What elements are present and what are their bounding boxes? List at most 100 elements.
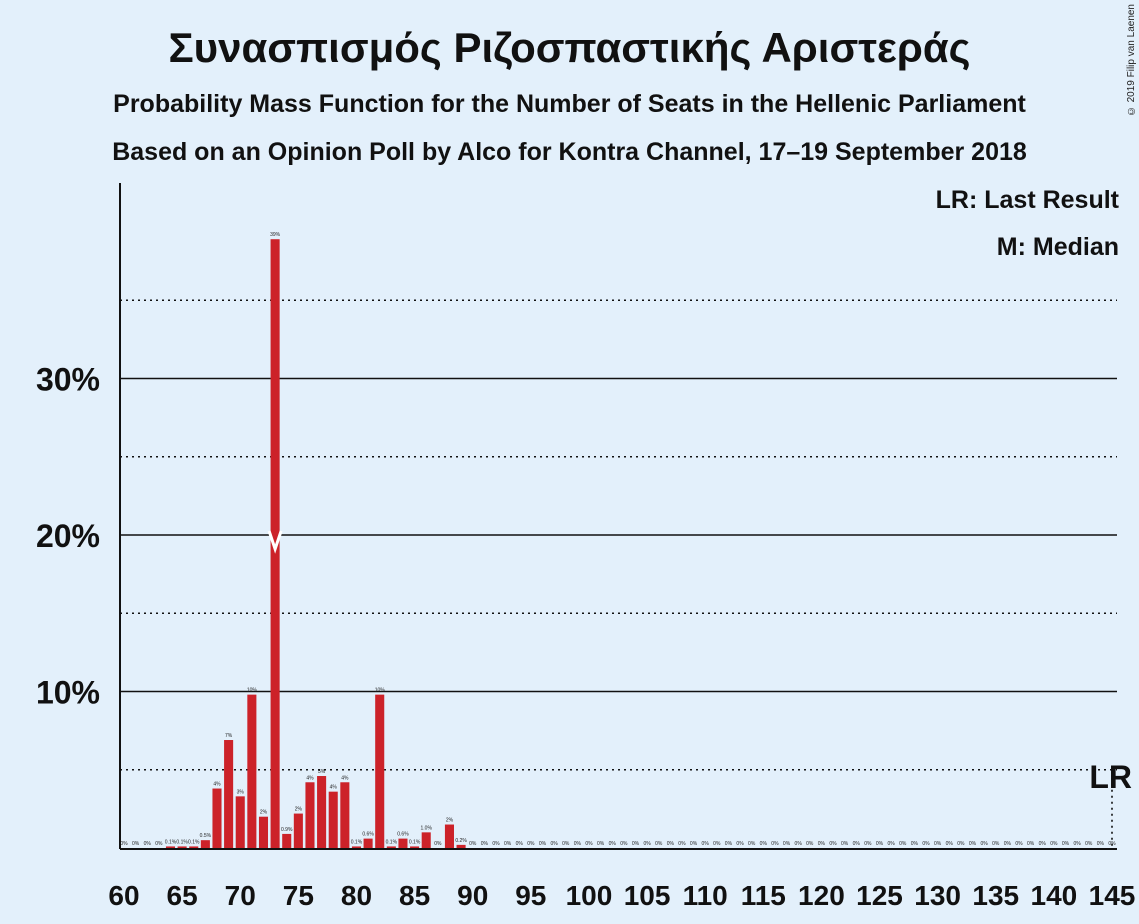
data-label: 0% [760, 841, 768, 847]
bar [398, 838, 408, 848]
median-marker [267, 530, 283, 554]
data-label: 0% [1050, 841, 1058, 847]
x-tick-label: 110 [683, 880, 728, 911]
markers: LR [267, 530, 1132, 848]
x-tick-label: 115 [741, 880, 786, 911]
chart-title: Συνασπισμός Ριζοσπαστικής Αριστεράς [168, 24, 971, 71]
data-label: 1.0% [421, 825, 433, 831]
data-label: 10% [247, 688, 258, 694]
bar [235, 796, 245, 848]
legend-median: M: Median [996, 233, 1119, 261]
bar [212, 788, 222, 848]
data-label: 0.6% [397, 832, 409, 838]
data-label: 0% [155, 841, 163, 847]
data-label: 10% [375, 688, 386, 694]
data-label: 0.2% [455, 838, 467, 844]
data-label: 0% [1085, 841, 1093, 847]
data-label: 0% [144, 841, 152, 847]
data-label: 0% [1039, 841, 1047, 847]
data-label: 0% [504, 841, 512, 847]
data-label: 4% [306, 775, 314, 781]
bar [317, 776, 327, 848]
data-label: 0% [609, 841, 617, 847]
bar [258, 816, 269, 848]
x-tick-label: 90 [457, 880, 488, 911]
data-label: 0.1% [351, 839, 363, 845]
data-label: 0% [853, 841, 861, 847]
bar [224, 740, 234, 848]
bars [165, 239, 466, 849]
data-label: 0.9% [281, 827, 293, 833]
bar [270, 239, 280, 849]
bar [456, 844, 466, 848]
data-label: 0% [655, 841, 663, 847]
x-tick-label: 70 [225, 880, 256, 911]
data-label: 5% [318, 769, 326, 775]
data-label: 4% [213, 782, 221, 788]
x-tick-label: 140 [1031, 880, 1078, 911]
bar [328, 791, 338, 848]
data-label: 7% [225, 733, 233, 739]
data-label: 0% [946, 841, 954, 847]
data-label: 0.1% [188, 839, 200, 845]
data-label: 0% [550, 841, 558, 847]
data-label: 0% [957, 841, 965, 847]
data-label: 2% [295, 807, 303, 813]
data-label: 0% [876, 841, 884, 847]
data-label: 0.1% [165, 839, 177, 845]
data-label: 0% [620, 841, 628, 847]
x-tick-label: 125 [856, 880, 903, 911]
data-label: 0% [818, 841, 826, 847]
data-label: 0% [643, 841, 651, 847]
y-tick-label: 30% [36, 362, 100, 398]
data-label: 0% [795, 841, 803, 847]
last-result-label: LR [1089, 759, 1132, 795]
x-tick-label: 75 [283, 880, 314, 911]
y-tick-label: 10% [36, 675, 100, 711]
bar [293, 813, 303, 848]
data-label: 0% [969, 841, 977, 847]
x-tick-label: 85 [399, 880, 430, 911]
bar [165, 846, 176, 848]
bar [386, 846, 396, 848]
data-label: 0% [678, 841, 686, 847]
data-label: 39% [270, 232, 281, 238]
data-label: 0% [841, 841, 849, 847]
data-label: 0% [981, 841, 989, 847]
data-label: 0% [702, 841, 710, 847]
data-label: 0% [1027, 841, 1035, 847]
bar [282, 833, 292, 848]
data-label: 0% [120, 841, 128, 847]
y-tick-label: 20% [36, 518, 100, 554]
data-label: 0% [597, 841, 605, 847]
axes: 60 65 70 75 80 85 90 95 100 105 110 115 120 125 130 135… [108, 183, 1135, 911]
data-label: 0% [899, 841, 907, 847]
bar [410, 846, 420, 848]
data-label: 0.1% [386, 839, 398, 845]
data-label: 4% [341, 775, 349, 781]
data-label: 0% [562, 841, 570, 847]
x-tick-label: 130 [914, 880, 961, 911]
bar [444, 824, 454, 848]
data-label: 4% [330, 785, 338, 791]
data-label: 2% [446, 818, 454, 824]
bar [375, 694, 385, 848]
data-label: 0% [783, 841, 791, 847]
data-label: 0% [911, 841, 919, 847]
data-label: 0% [539, 841, 547, 847]
data-label: 0% [527, 841, 535, 847]
data-label: 0% [806, 841, 814, 847]
legend-last-result: LR: Last Result [935, 186, 1119, 214]
data-label: 0% [888, 841, 896, 847]
data-label: 0% [481, 841, 489, 847]
x-tick-label: 145 [1089, 880, 1136, 911]
x-tick-label: 105 [624, 880, 671, 911]
data-label: 0% [725, 841, 733, 847]
x-tick-label: 120 [798, 880, 845, 911]
data-label: 0% [1062, 841, 1070, 847]
data-label: 0% [736, 841, 744, 847]
data-label: 0% [434, 841, 442, 847]
bar [340, 782, 350, 848]
data-label: 0% [864, 841, 872, 847]
data-label: 0% [585, 841, 593, 847]
